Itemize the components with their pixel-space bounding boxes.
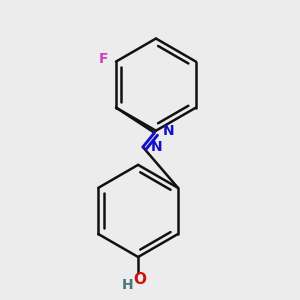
Text: N: N	[163, 124, 174, 138]
Text: H: H	[121, 278, 133, 292]
Text: O: O	[133, 272, 146, 287]
Text: F: F	[99, 52, 109, 66]
Text: N: N	[151, 140, 163, 154]
